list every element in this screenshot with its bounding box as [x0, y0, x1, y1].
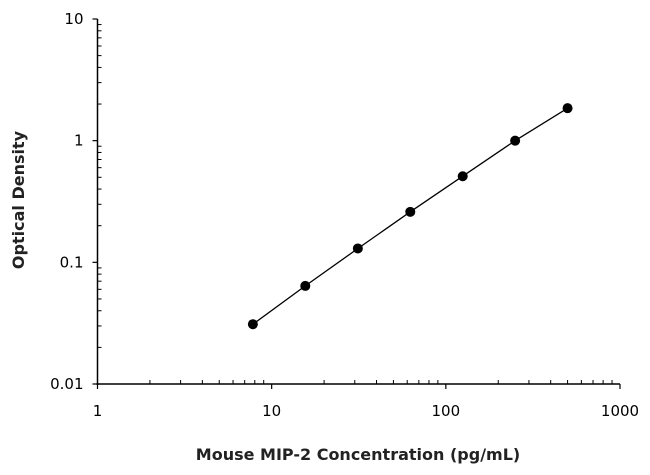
data-point — [300, 280, 311, 291]
y-tick-label: 1 — [74, 132, 84, 150]
y-tick-label: 10 — [64, 10, 83, 28]
x-axis-label: Mouse MIP-2 Concentration (pg/mL) — [196, 445, 520, 464]
axes — [92, 18, 621, 389]
data-point — [457, 171, 468, 182]
x-tick-label: 10 — [262, 402, 281, 420]
tick-labels: 1 10 100 1000 0.01 0.1 1 10 — [50, 10, 639, 420]
y-tick-label: 0.1 — [60, 253, 84, 271]
data-point — [562, 103, 573, 114]
data-point — [405, 206, 416, 217]
x-tick-label: 100 — [432, 402, 461, 420]
data-point — [510, 135, 521, 146]
x-tick-label: 1000 — [601, 402, 639, 420]
data-point — [352, 243, 363, 254]
data-marks — [247, 103, 573, 330]
y-tick-label: 0.01 — [50, 375, 83, 393]
x-tick-label: 1 — [93, 402, 103, 420]
y-axis-label: Optical Density — [9, 130, 28, 269]
data-point — [247, 319, 258, 330]
